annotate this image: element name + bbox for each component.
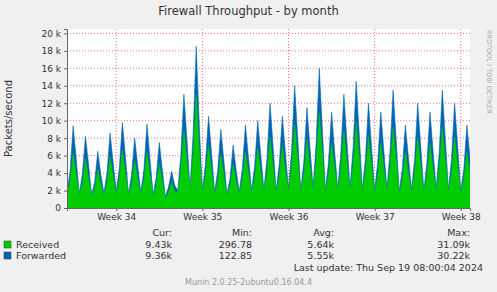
chart-svg: Firewall Throughput - by month 0 2 k 4 k 6 k… xyxy=(0,0,497,292)
y-tick: 6 k xyxy=(47,151,67,161)
y-tick-label: 18 k xyxy=(41,46,61,56)
y-tick-mark xyxy=(64,103,67,104)
grid-line-x xyxy=(116,29,117,208)
x-tick-mark xyxy=(288,208,289,211)
grid-line-y xyxy=(67,120,470,121)
y-tick-mark xyxy=(64,68,67,69)
y-tick: 12 k xyxy=(41,99,67,109)
legend-stat: 122.85 xyxy=(219,250,252,261)
legend-stat: 31.09k xyxy=(437,239,470,250)
grid xyxy=(67,29,470,208)
y-axis-title: Packets/second xyxy=(3,80,14,157)
x-tick-label: Week 35 xyxy=(183,212,222,222)
plot-marks xyxy=(67,46,470,208)
x-tick-label: Week 36 xyxy=(270,212,309,222)
title: Firewall Throughput - by month xyxy=(158,4,338,18)
legend-column-header: Max: xyxy=(447,227,470,238)
legend-stat: 30.22k xyxy=(437,250,470,261)
x-tick-label: Week 37 xyxy=(356,212,395,222)
legend-column-header: Min: xyxy=(232,227,252,238)
chart-container: Firewall Throughput - by month 0 2 k 4 k 6 k… xyxy=(0,0,497,292)
watermark: RRDTOOL / TOBI OETIKER xyxy=(485,30,493,114)
legend-stat: 9.43k xyxy=(145,239,172,250)
y-tick: 18 k xyxy=(41,46,67,56)
y-tick-label: 16 k xyxy=(41,64,61,74)
legend: Cur: Min: Avg: Max: Received 9.43k 296.78 5.64k… xyxy=(4,227,470,261)
y-tick-mark xyxy=(64,208,67,209)
y-tick-label: 0 xyxy=(55,203,61,213)
y-tick-label: 8 k xyxy=(47,134,62,144)
y-tick: 14 k xyxy=(41,81,67,91)
credit: Munin 2.0.25-2ubuntu0.16.04.4 xyxy=(185,278,312,287)
legend-stat: 5.64k xyxy=(307,239,334,250)
x-tick-mark xyxy=(461,208,462,211)
x-tick-label: Week 38 xyxy=(442,212,481,222)
y-tick-label: 20 k xyxy=(41,29,61,39)
y-tick-mark xyxy=(64,121,67,122)
legend-label: Received xyxy=(16,239,59,250)
y-tick-mark xyxy=(64,51,67,52)
legend-stat: 296.78 xyxy=(219,239,252,250)
grid-line-y xyxy=(67,50,470,51)
x-tick-mark xyxy=(375,208,376,211)
y-tick-label: 14 k xyxy=(41,81,61,91)
y-tick-label: 6 k xyxy=(47,151,62,161)
x-tick: Week 36 xyxy=(270,208,309,222)
x-tick-label: Week 34 xyxy=(97,212,136,222)
y-tick: 4 k xyxy=(47,168,67,178)
y-axis: 0 2 k 4 k 6 k 8 k 10 k 12 k 14 k 16 k 18 k 20 k xyxy=(41,29,67,214)
last-update: Last update: Thu Sep 19 08:00:04 2024 xyxy=(294,262,483,273)
legend-swatch xyxy=(4,241,11,248)
y-tick: 2 k xyxy=(47,186,67,196)
grid-line-x xyxy=(374,29,375,208)
x-axis-line xyxy=(68,209,471,212)
y-tick-mark xyxy=(64,138,67,139)
y-tick-label: 4 k xyxy=(47,168,62,178)
y-tick: 8 k xyxy=(47,134,67,144)
grid-line-y xyxy=(67,33,470,34)
x-tick: Week 38 xyxy=(442,208,481,222)
x-tick-mark xyxy=(202,208,203,211)
y-tick-mark xyxy=(64,156,67,157)
y-tick-mark xyxy=(64,33,67,34)
legend-label: Forwarded xyxy=(16,250,66,261)
grid-line-y xyxy=(67,68,470,69)
x-tick-mark xyxy=(116,208,117,211)
legend-column-header: Avg: xyxy=(313,227,334,238)
y-axis-line xyxy=(64,30,68,209)
y-tick-mark xyxy=(64,86,67,87)
x-tick: Week 37 xyxy=(356,208,395,222)
area-received xyxy=(67,94,470,208)
y-tick-mark xyxy=(64,173,67,174)
y-tick: 20 k xyxy=(41,29,67,39)
area-forwarded xyxy=(67,46,470,208)
y-tick: 0 xyxy=(55,203,67,213)
x-axis: Week 34 Week 35 Week 36 Week 37 Week 38 xyxy=(68,208,482,222)
legend-stat: 9.36k xyxy=(145,250,172,261)
grid-line-y xyxy=(67,85,470,86)
y-tick: 16 k xyxy=(41,64,67,74)
y-tick-mark xyxy=(64,191,67,192)
y-tick-label: 12 k xyxy=(41,99,61,109)
y-tick: 10 k xyxy=(41,116,67,126)
background xyxy=(0,0,497,292)
y-tick-label: 10 k xyxy=(41,116,61,126)
x-tick: Week 35 xyxy=(183,208,222,222)
legend-stat: 5.55k xyxy=(307,250,334,261)
x-tick: Week 34 xyxy=(97,208,136,222)
legend-swatch xyxy=(4,252,11,259)
legend-column-header: Cur: xyxy=(152,227,172,238)
plot-background xyxy=(67,29,470,208)
grid-line-y xyxy=(67,103,470,104)
grid-line-x xyxy=(460,29,461,208)
y-tick-label: 2 k xyxy=(47,186,62,196)
